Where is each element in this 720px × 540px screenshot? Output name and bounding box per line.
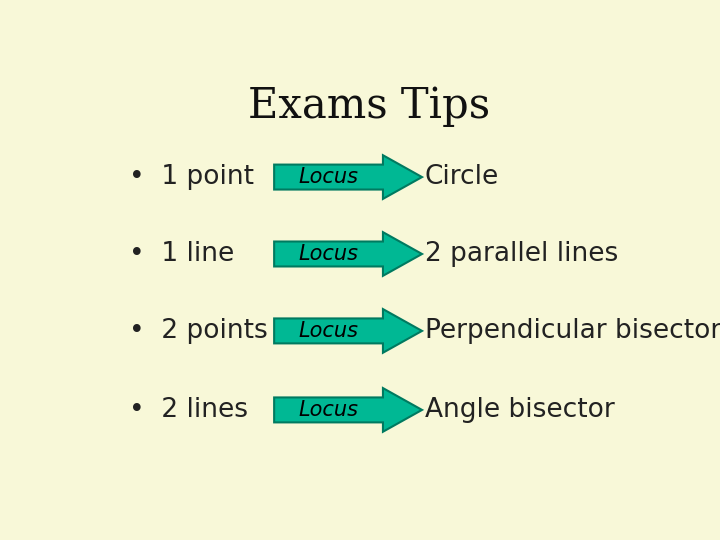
Text: 2 parallel lines: 2 parallel lines <box>425 241 618 267</box>
Text: •  2 points: • 2 points <box>129 318 268 344</box>
Text: Perpendicular bisector: Perpendicular bisector <box>425 318 720 344</box>
FancyArrow shape <box>274 388 422 432</box>
Text: •  2 lines: • 2 lines <box>129 397 248 423</box>
Text: Angle bisector: Angle bisector <box>425 397 615 423</box>
Text: Circle: Circle <box>425 164 499 190</box>
Text: Locus: Locus <box>299 321 359 341</box>
Text: •  1 point: • 1 point <box>129 164 254 190</box>
Text: Exams Tips: Exams Tips <box>248 85 490 127</box>
FancyArrow shape <box>274 232 422 276</box>
Text: •  1 line: • 1 line <box>129 241 234 267</box>
Text: Locus: Locus <box>299 167 359 187</box>
FancyArrow shape <box>274 155 422 199</box>
Text: Locus: Locus <box>299 244 359 264</box>
FancyArrow shape <box>274 309 422 353</box>
Text: Locus: Locus <box>299 400 359 420</box>
